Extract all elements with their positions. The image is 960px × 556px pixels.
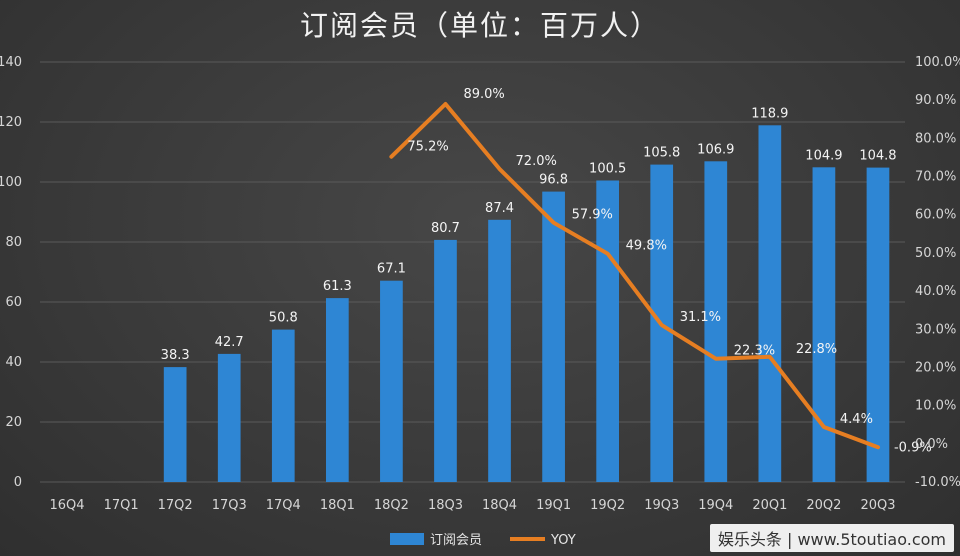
x-tick-label: 18Q3 (428, 498, 463, 513)
right-tick-label: 50.0% (915, 246, 956, 261)
watermark: 娱乐头条 | www.5toutiao.com (709, 524, 954, 552)
bar (271, 329, 295, 482)
left-tick-label: 20 (5, 415, 22, 430)
left-tick-label: 0 (14, 475, 22, 490)
line-data-labels: 75.2% 89.0% 72.0% 57.9% 49.8% 31.1% 22.3% 22.8%… (407, 87, 931, 455)
yoy-data-label: 75.2% (407, 140, 448, 155)
line-series (389, 102, 880, 450)
x-tick-label: 19Q2 (590, 498, 625, 513)
bar-data-label: 106.9 (697, 142, 734, 157)
bar (542, 191, 565, 482)
yoy-point (768, 355, 772, 359)
bar-data-label: 104.9 (805, 148, 842, 163)
x-tick-label: 17Q3 (212, 498, 247, 513)
x-tick-label: 19Q1 (536, 498, 571, 513)
yoy-point (498, 167, 502, 171)
yoy-data-label: 4.4% (840, 412, 873, 427)
x-tick-label: 17Q1 (104, 498, 139, 513)
bar (866, 167, 890, 482)
bar-data-labels: 38.3 42.7 50.8 61.3 67.1 80.7 87.4 96.8 100.5 105… (161, 106, 897, 363)
left-tick-label: 100 (0, 175, 22, 190)
bar (380, 280, 403, 482)
bar-data-label: 67.1 (377, 262, 406, 277)
yoy-data-label: 89.0% (463, 87, 504, 102)
right-tick-label: 70.0% (915, 170, 956, 185)
yoy-point (822, 425, 826, 429)
right-tick-label: -10.0% (915, 475, 960, 490)
yoy-data-label: 72.0% (516, 154, 557, 169)
yoy-point (552, 221, 556, 225)
bar (217, 353, 241, 482)
x-tick-label: 20Q3 (860, 498, 895, 513)
bar (488, 219, 511, 483)
yoy-data-label: 57.9% (572, 208, 613, 223)
yoy-point (606, 252, 610, 256)
bar (163, 367, 187, 482)
right-tick-label: 20.0% (915, 360, 956, 375)
right-tick-label: 40.0% (915, 284, 956, 299)
x-tick-label: 20Q2 (806, 498, 841, 513)
bar-data-label: 87.4 (485, 201, 514, 216)
right-tick-label: 60.0% (915, 208, 956, 223)
right-tick-label: 0.0% (915, 437, 948, 452)
bar-data-label: 96.8 (539, 173, 568, 188)
right-axis-ticks: -10.0% 0.0% 10.0% 20.0% 30.0% 40.0% 50.0% 60.0%… (915, 55, 960, 490)
legend-label-bar: 订阅会员 (430, 533, 482, 548)
x-tick-label: 19Q4 (698, 498, 733, 513)
right-tick-label: 10.0% (915, 399, 956, 414)
bar-data-label: 104.8 (859, 149, 896, 164)
bar (812, 167, 836, 483)
bar-data-label: 38.3 (161, 348, 190, 363)
bar (704, 161, 728, 483)
left-axis-ticks: 0 20 40 60 80 100 120 140 (0, 55, 22, 490)
yoy-line (389, 102, 880, 450)
yoy-point (714, 357, 718, 361)
yoy-point (876, 445, 880, 449)
x-tick-label: 19Q3 (644, 498, 679, 513)
chart-title: 订阅会员（单位：百万人） (299, 9, 660, 42)
bar (325, 298, 349, 482)
left-tick-label: 40 (5, 355, 22, 370)
legend-label-line: YOY (550, 533, 576, 548)
right-tick-label: 80.0% (915, 131, 956, 146)
yoy-data-label: 22.8% (796, 342, 837, 357)
yoy-data-label: 49.8% (626, 239, 667, 254)
legend: 订阅会员 YOY (390, 533, 576, 548)
bar-data-label: 61.3 (323, 279, 352, 294)
bar-data-label: 80.7 (431, 221, 460, 236)
bar-data-label: 50.8 (269, 311, 298, 326)
right-tick-label: 30.0% (915, 322, 956, 337)
yoy-data-label: -0.9% (894, 440, 932, 455)
yoy-data-label: 31.1% (680, 310, 721, 325)
right-tick-label: 100.0% (915, 55, 960, 70)
x-axis-ticks: 16Q4 17Q1 17Q2 17Q3 17Q4 18Q1 18Q2 18Q3 18Q4 19Q1… (50, 498, 896, 513)
bar (434, 239, 457, 482)
bar (758, 125, 782, 483)
bar-data-label: 118.9 (751, 106, 788, 121)
left-tick-label: 80 (5, 235, 22, 250)
bar-data-label: 105.8 (643, 146, 680, 161)
yoy-data-label: 22.3% (734, 344, 775, 359)
legend-swatch-bar (390, 533, 424, 545)
x-tick-label: 16Q4 (50, 498, 85, 513)
yoy-point (443, 102, 447, 106)
left-tick-label: 140 (0, 55, 22, 70)
right-tick-label: 90.0% (915, 93, 956, 108)
bar (596, 180, 620, 482)
yoy-point (389, 155, 393, 159)
bar-series (163, 125, 890, 483)
bar-data-label: 100.5 (589, 162, 626, 177)
left-tick-label: 60 (5, 295, 22, 310)
x-tick-label: 20Q1 (752, 498, 787, 513)
x-tick-label: 18Q1 (320, 498, 355, 513)
yoy-point (660, 323, 664, 327)
x-tick-label: 17Q4 (266, 498, 301, 513)
x-tick-label: 17Q2 (158, 498, 193, 513)
x-tick-label: 18Q4 (482, 498, 517, 513)
left-tick-label: 120 (0, 115, 22, 130)
bar-data-label: 42.7 (215, 335, 244, 350)
x-tick-label: 18Q2 (374, 498, 409, 513)
